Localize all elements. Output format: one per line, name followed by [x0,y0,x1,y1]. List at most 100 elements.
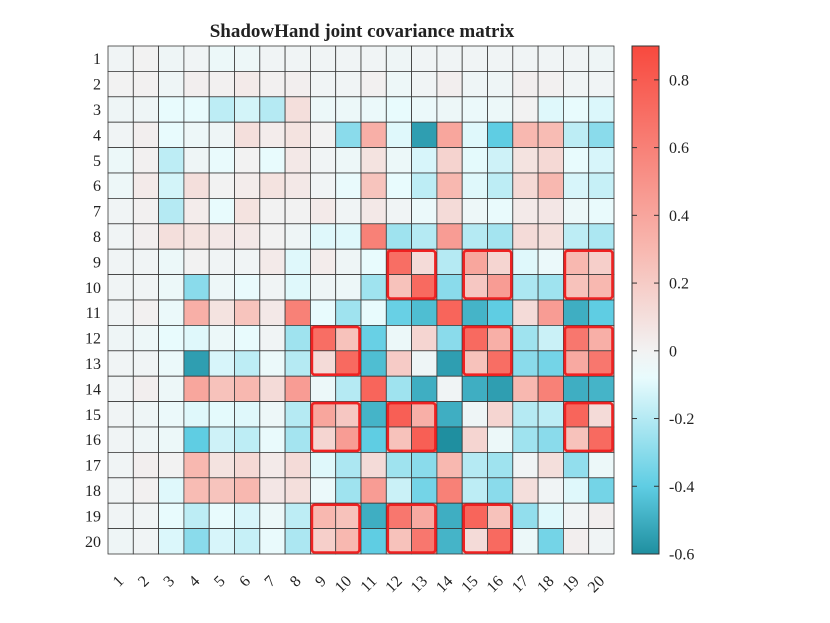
x-tick-label: 7 [262,573,280,591]
highlight-box [563,249,614,300]
heatmap-cell [107,451,134,479]
colorbar-tick-label: -0.6 [669,547,694,564]
heatmap-cell [487,477,514,504]
heatmap-cell [537,324,564,352]
x-tick-label: 19 [560,573,583,596]
heatmap-cell [436,223,463,250]
heatmap-cell [411,375,438,403]
heatmap-cell [411,401,438,428]
heatmap-cell [588,274,615,301]
heatmap-cell [385,197,412,225]
heatmap-cell [588,401,615,428]
heatmap-cell [537,71,564,98]
heatmap-cell [335,375,362,403]
heatmap-cell [234,401,261,428]
heatmap-cell [284,375,311,403]
heatmap-cell [588,299,615,326]
heatmap-cell [512,451,539,479]
heatmap-cell [107,477,134,504]
heatmap-cell [183,350,210,377]
y-tick-label: 1 [93,51,101,68]
heatmap-cell [436,502,463,530]
x-tick-label: 18 [534,573,557,596]
heatmap-cell [234,528,261,555]
heatmap-cell [360,299,387,326]
heatmap-cell [208,350,235,377]
x-tick-label: 5 [211,573,229,591]
x-tick-label: 4 [186,573,204,591]
heatmap-cell [284,45,311,72]
heatmap-cell [208,299,235,326]
heatmap-cell [183,197,210,225]
colorbar-tick-label: -0.4 [669,479,694,496]
highlight-box [462,503,513,554]
heatmap-cell [487,528,514,555]
heatmap-cell [563,197,590,225]
x-tick-label: 13 [408,573,431,596]
heatmap-cell [436,528,463,555]
heatmap-cell [259,172,286,199]
heatmap-cell [107,121,134,148]
heatmap-cell [461,71,488,98]
heatmap-cell [335,96,362,123]
heatmap-cell [512,299,539,326]
y-tick-label: 20 [85,534,101,551]
y-tick-label: 15 [85,407,101,424]
heatmap-cell [107,375,134,403]
heatmap-cell [132,172,160,199]
heatmap-cell [487,96,514,123]
heatmap-cell [385,375,412,403]
heatmap-cell [461,274,488,301]
heatmap-cell [360,223,387,250]
heatmap-cell [132,299,160,326]
highlight-box [386,401,437,453]
heatmap-cell [588,375,615,403]
heatmap-cell [309,426,337,453]
heatmap-cell [284,121,311,148]
heatmap-cell [537,121,564,148]
heatmap-cell [158,375,185,403]
heatmap-cell [158,71,185,98]
y-tick-label: 3 [93,102,101,119]
y-tick-label: 13 [85,356,101,373]
x-tick-label: 12 [382,573,405,596]
heatmap-cell [537,528,564,555]
chart-title: ShadowHand joint covariance matrix [210,21,515,42]
heatmap-cell [537,451,564,479]
x-tick-label: 10 [332,573,355,596]
heatmap-cell [107,299,134,326]
heatmap-cell [259,147,286,174]
heatmap-cell [512,223,539,250]
heatmap-cell [234,350,261,377]
heatmap-cell [436,350,463,377]
heatmap-cell [563,172,590,199]
heatmap-cell [158,324,185,352]
heatmap-cell [259,426,286,453]
heatmap-cell [158,451,185,479]
heatmap-cell [183,121,210,148]
heatmap-cell [284,147,311,174]
heatmap-cell [436,274,463,301]
x-tick-label: 9 [312,573,330,591]
heatmap-cell [512,502,539,530]
heatmap-cell [436,96,463,123]
heatmap-cell [512,71,539,98]
heatmap-cell [132,426,160,453]
heatmap-cell [563,299,590,326]
heatmap-cell [588,248,615,275]
heatmap-cell [107,274,134,301]
heatmap-cells [107,45,615,555]
heatmap-cell [537,299,564,326]
heatmap-cell [234,477,261,504]
heatmap-cell [234,248,261,275]
heatmap-cell [563,248,590,275]
heatmap-cell [335,197,362,225]
heatmap-cell [234,71,261,98]
heatmap-cell [461,528,488,555]
heatmap-cell [309,401,337,428]
heatmap-cell [563,350,590,377]
heatmap-cell [309,71,337,98]
heatmap-cell [487,147,514,174]
heatmap-cell [563,324,590,352]
